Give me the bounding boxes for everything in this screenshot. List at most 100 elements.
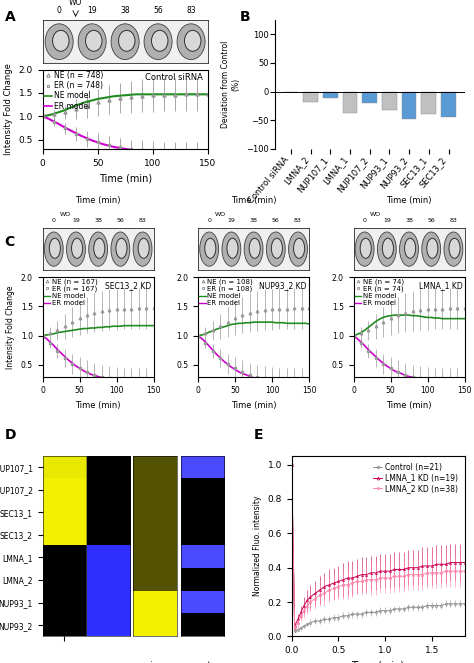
Ellipse shape — [72, 238, 82, 259]
Legend: NE (n = 108), ER (n = 108), NE model, ER model: NE (n = 108), ER (n = 108), NE model, ER… — [200, 278, 253, 306]
Text: 19: 19 — [383, 218, 391, 223]
Text: D: D — [5, 428, 16, 442]
Text: 0: 0 — [363, 218, 366, 223]
Text: SEC13_2 KD: SEC13_2 KD — [105, 281, 152, 290]
Ellipse shape — [116, 238, 127, 259]
Y-axis label: Intensity Fold Change: Intensity Fold Change — [6, 285, 15, 369]
Legend: NE (n = 74), ER (n = 74), NE model, ER model: NE (n = 74), ER (n = 74), NE model, ER m… — [355, 278, 404, 306]
Text: 56: 56 — [117, 218, 124, 223]
Ellipse shape — [89, 232, 108, 267]
Text: A: A — [5, 10, 16, 24]
Ellipse shape — [377, 232, 396, 267]
Legend: Control (n=21), LMNA_1 KD (n=19), LMNA_2 KD (n=38): Control (n=21), LMNA_1 KD (n=19), LMNA_2… — [370, 459, 461, 496]
Ellipse shape — [355, 232, 374, 267]
Y-axis label: Normalized Fluo. intensity: Normalized Fluo. intensity — [253, 496, 262, 597]
Text: 83: 83 — [186, 6, 196, 15]
Text: 38: 38 — [250, 218, 257, 223]
Text: B: B — [239, 10, 250, 24]
Y-axis label: Intensity Fold Change: Intensity Fold Change — [4, 63, 13, 155]
Text: 19: 19 — [228, 218, 235, 223]
Legend: NE (n = 748), ER (n = 748), NE model, ER model: NE (n = 748), ER (n = 748), NE model, ER… — [44, 71, 103, 111]
X-axis label: Time (min): Time (min) — [75, 401, 121, 410]
Ellipse shape — [449, 238, 460, 259]
Ellipse shape — [111, 24, 139, 60]
Bar — [323, 91, 337, 98]
Text: Time (min): Time (min) — [231, 196, 276, 206]
Ellipse shape — [244, 232, 263, 267]
Ellipse shape — [293, 238, 305, 259]
Text: WO: WO — [215, 211, 226, 217]
X-axis label: Time (min): Time (min) — [386, 401, 432, 410]
Bar — [382, 91, 397, 110]
Ellipse shape — [152, 30, 168, 51]
Text: WO: WO — [370, 211, 381, 217]
Text: 38: 38 — [94, 218, 102, 223]
Bar — [402, 91, 417, 119]
Y-axis label: Deviation from Control
(%): Deviation from Control (%) — [221, 40, 240, 128]
Text: 0: 0 — [57, 6, 62, 15]
Ellipse shape — [266, 232, 285, 267]
Text: 56: 56 — [272, 218, 280, 223]
Text: 38: 38 — [120, 6, 130, 15]
Ellipse shape — [227, 238, 238, 259]
Ellipse shape — [200, 232, 219, 267]
Ellipse shape — [271, 238, 283, 259]
Ellipse shape — [45, 24, 73, 60]
Text: reporter
stability: reporter stability — [185, 661, 220, 663]
Text: Control siRNA: Control siRNA — [145, 73, 202, 82]
Text: E: E — [254, 428, 263, 442]
Bar — [421, 91, 436, 115]
Text: 0: 0 — [52, 218, 56, 223]
Text: Time (min): Time (min) — [386, 196, 432, 206]
Text: 56: 56 — [428, 218, 435, 223]
Ellipse shape — [53, 30, 69, 51]
Ellipse shape — [177, 24, 205, 60]
Text: WO: WO — [59, 211, 71, 217]
Ellipse shape — [45, 232, 63, 267]
Ellipse shape — [222, 232, 241, 267]
Ellipse shape — [85, 30, 102, 51]
X-axis label: Time (min): Time (min) — [352, 661, 405, 663]
Ellipse shape — [400, 232, 419, 267]
Text: C: C — [5, 235, 15, 249]
Legend: NE (n = 167), ER (n = 167), NE model, ER model: NE (n = 167), ER (n = 167), NE model, ER… — [44, 278, 98, 306]
Ellipse shape — [184, 30, 201, 51]
Ellipse shape — [133, 232, 152, 267]
Ellipse shape — [405, 238, 416, 259]
X-axis label: Time (min): Time (min) — [231, 401, 276, 410]
Ellipse shape — [205, 238, 216, 259]
Text: 19: 19 — [87, 6, 97, 15]
Text: LMNA_1 KD: LMNA_1 KD — [419, 281, 462, 290]
Text: 83: 83 — [138, 218, 146, 223]
Bar — [343, 91, 357, 113]
Text: 38: 38 — [405, 218, 413, 223]
Ellipse shape — [383, 238, 393, 259]
Ellipse shape — [360, 238, 371, 259]
Ellipse shape — [444, 232, 463, 267]
Ellipse shape — [249, 238, 260, 259]
X-axis label: Time (min): Time (min) — [99, 173, 152, 183]
Ellipse shape — [144, 24, 172, 60]
Text: size
selectivity: size selectivity — [134, 661, 177, 663]
Ellipse shape — [49, 238, 60, 259]
Bar — [441, 91, 456, 117]
Ellipse shape — [422, 232, 441, 267]
Text: 19: 19 — [72, 218, 80, 223]
Text: 83: 83 — [294, 218, 302, 223]
Text: Time (min): Time (min) — [75, 196, 121, 206]
Ellipse shape — [138, 238, 149, 259]
Text: WO: WO — [69, 0, 82, 7]
Ellipse shape — [78, 24, 106, 60]
Ellipse shape — [289, 232, 308, 267]
Ellipse shape — [66, 232, 85, 267]
Text: 56: 56 — [153, 6, 163, 15]
Ellipse shape — [94, 238, 105, 259]
Text: 83: 83 — [449, 218, 457, 223]
Ellipse shape — [427, 238, 438, 259]
Text: NUP93_2 KD: NUP93_2 KD — [259, 281, 307, 290]
Bar — [362, 91, 377, 103]
Ellipse shape — [118, 30, 135, 51]
Bar — [303, 91, 318, 102]
Ellipse shape — [111, 232, 130, 267]
Text: 0: 0 — [207, 218, 211, 223]
